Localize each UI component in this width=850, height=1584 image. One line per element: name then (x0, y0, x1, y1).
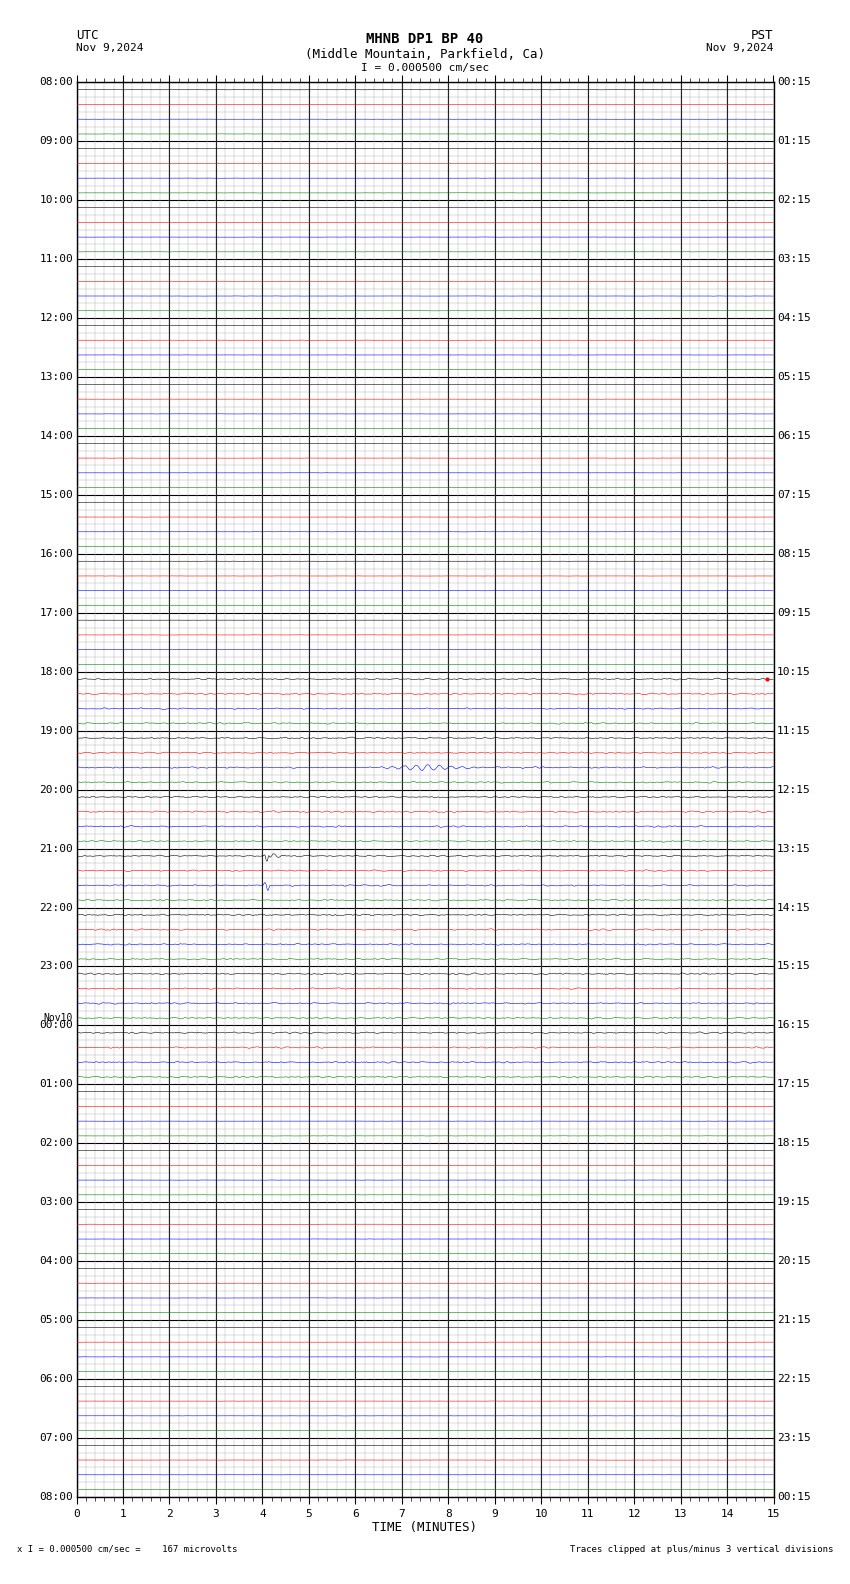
Text: 20:00: 20:00 (39, 784, 73, 795)
Text: 02:00: 02:00 (39, 1139, 73, 1148)
Text: 09:15: 09:15 (777, 608, 811, 618)
Text: 16:00: 16:00 (39, 550, 73, 559)
Text: PST: PST (751, 29, 774, 41)
Text: 10:15: 10:15 (777, 667, 811, 676)
Text: UTC: UTC (76, 29, 99, 41)
Text: 17:00: 17:00 (39, 608, 73, 618)
Text: 00:00: 00:00 (39, 1020, 73, 1030)
Text: 13:15: 13:15 (777, 844, 811, 854)
Text: 04:00: 04:00 (39, 1256, 73, 1266)
Text: 23:00: 23:00 (39, 961, 73, 971)
Text: 14:15: 14:15 (777, 903, 811, 912)
Text: Nov 9,2024: Nov 9,2024 (706, 43, 774, 52)
Text: 05:00: 05:00 (39, 1315, 73, 1326)
Text: 13:00: 13:00 (39, 372, 73, 382)
Text: 00:15: 00:15 (777, 78, 811, 87)
Text: 17:15: 17:15 (777, 1079, 811, 1090)
Text: 21:15: 21:15 (777, 1315, 811, 1326)
Text: 18:00: 18:00 (39, 667, 73, 676)
Text: Nov10: Nov10 (43, 1014, 73, 1023)
Text: 01:00: 01:00 (39, 1079, 73, 1090)
Text: 06:15: 06:15 (777, 431, 811, 440)
Text: (Middle Mountain, Parkfield, Ca): (Middle Mountain, Parkfield, Ca) (305, 48, 545, 60)
Text: 01:15: 01:15 (777, 136, 811, 146)
Text: 15:00: 15:00 (39, 489, 73, 501)
Text: 21:00: 21:00 (39, 844, 73, 854)
Text: 19:15: 19:15 (777, 1198, 811, 1207)
Text: 14:00: 14:00 (39, 431, 73, 440)
Text: 11:00: 11:00 (39, 253, 73, 265)
Text: 19:00: 19:00 (39, 725, 73, 735)
Text: 20:15: 20:15 (777, 1256, 811, 1266)
Text: 03:00: 03:00 (39, 1198, 73, 1207)
Text: 22:00: 22:00 (39, 903, 73, 912)
Text: 15:15: 15:15 (777, 961, 811, 971)
Text: 09:00: 09:00 (39, 136, 73, 146)
X-axis label: TIME (MINUTES): TIME (MINUTES) (372, 1522, 478, 1535)
Text: 07:15: 07:15 (777, 489, 811, 501)
Text: 03:15: 03:15 (777, 253, 811, 265)
Text: 08:00: 08:00 (39, 78, 73, 87)
Text: 04:15: 04:15 (777, 314, 811, 323)
Text: 22:15: 22:15 (777, 1373, 811, 1384)
Text: 07:00: 07:00 (39, 1434, 73, 1443)
Text: 11:15: 11:15 (777, 725, 811, 735)
Text: 10:00: 10:00 (39, 195, 73, 206)
Text: 12:00: 12:00 (39, 314, 73, 323)
Text: 23:15: 23:15 (777, 1434, 811, 1443)
Text: I = 0.000500 cm/sec: I = 0.000500 cm/sec (361, 63, 489, 73)
Text: 12:15: 12:15 (777, 784, 811, 795)
Text: Traces clipped at plus/minus 3 vertical divisions: Traces clipped at plus/minus 3 vertical … (570, 1544, 833, 1554)
Text: 02:15: 02:15 (777, 195, 811, 206)
Text: 00:15: 00:15 (777, 1492, 811, 1502)
Text: 16:15: 16:15 (777, 1020, 811, 1030)
Text: Nov 9,2024: Nov 9,2024 (76, 43, 144, 52)
Text: MHNB DP1 BP 40: MHNB DP1 BP 40 (366, 32, 484, 46)
Text: 18:15: 18:15 (777, 1139, 811, 1148)
Text: 08:00: 08:00 (39, 1492, 73, 1502)
Text: x I = 0.000500 cm/sec =    167 microvolts: x I = 0.000500 cm/sec = 167 microvolts (17, 1544, 237, 1554)
Text: 08:15: 08:15 (777, 550, 811, 559)
Text: 05:15: 05:15 (777, 372, 811, 382)
Text: 06:00: 06:00 (39, 1373, 73, 1384)
